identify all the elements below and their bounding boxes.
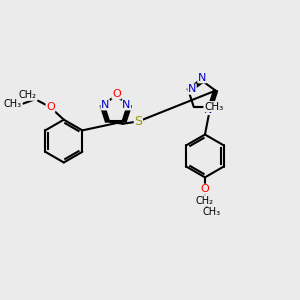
Text: N: N [122, 100, 130, 110]
Text: CH₃: CH₃ [4, 99, 22, 109]
Text: N: N [101, 100, 110, 110]
Text: O: O [112, 89, 121, 99]
Text: O: O [201, 184, 209, 194]
Text: CH₃: CH₃ [204, 102, 224, 112]
Text: S: S [134, 115, 142, 128]
Text: N: N [204, 104, 212, 115]
Text: CH₃: CH₃ [202, 207, 220, 217]
Text: N: N [188, 84, 196, 94]
Text: CH₂: CH₂ [19, 90, 37, 100]
Text: CH₂: CH₂ [196, 196, 214, 206]
Text: N: N [198, 73, 206, 83]
Text: O: O [46, 102, 55, 112]
